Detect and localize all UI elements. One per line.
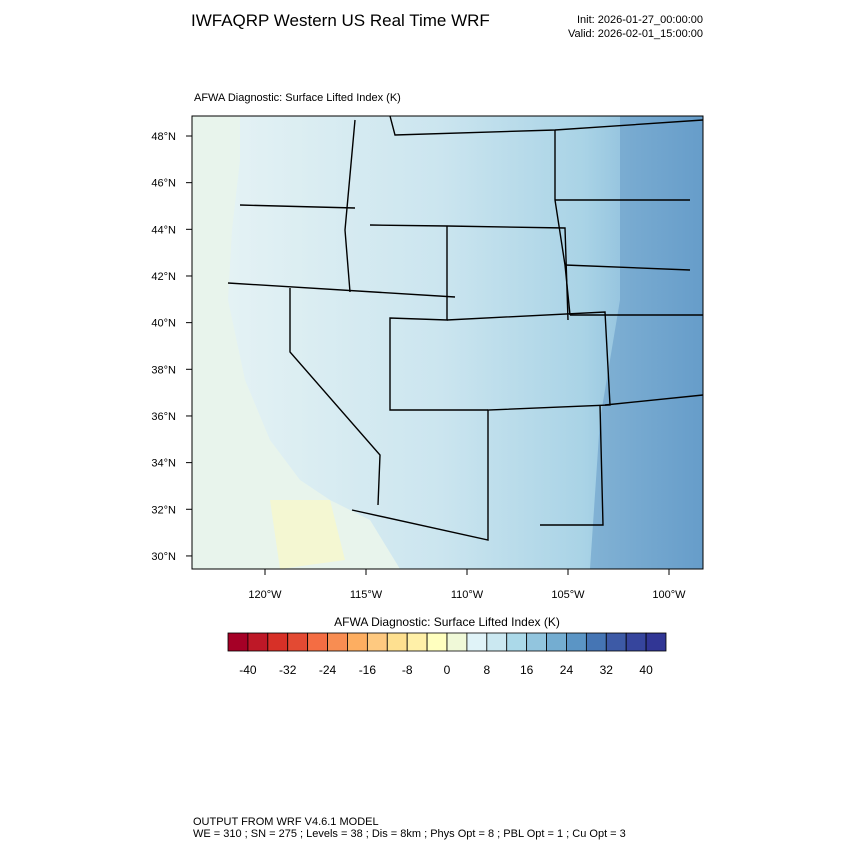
colorbar-box [466,632,488,652]
colorbar-box [406,632,428,652]
colorbar-label: -8 [402,663,413,677]
colorbar-label: 16 [520,663,534,677]
lat-tick-label: 32°N [151,504,176,516]
lon-tick-label: 120°W [248,589,282,601]
lon-tick-label: 110°W [451,589,484,601]
colorbar-label: 8 [483,663,490,677]
lat-tick-label: 30°N [151,551,176,563]
lat-tick-label: 36°N [151,411,176,423]
colorbar-box [546,632,567,652]
colorbar-label: -40 [239,663,257,677]
colorbar-box [426,632,448,652]
colorbar-label: 40 [639,663,653,677]
colorbar-box [386,632,408,652]
colorbar-box [307,632,328,652]
map-title: AFWA Diagnostic: Surface Lifted Index (K… [194,92,401,104]
lat-tick-label: 38°N [151,364,176,376]
title: IWFAQRP Western US Real Time WRF [191,11,490,30]
colorbar-box [506,632,528,652]
colorbar-box [526,632,547,652]
colorbar-box [327,632,348,652]
lon-tick-label: 100°W [652,589,686,601]
map-frame [191,115,704,570]
footer-line: OUTPUT FROM WRF V4.6.1 MODEL [193,816,379,828]
valid-time: Valid: 2026-02-01_15:00:00 [568,28,703,40]
colorbar-box [585,632,607,652]
lat-tick-label: 46°N [151,178,176,190]
colorbar-box [486,632,508,652]
colorbar-box [247,632,269,652]
colorbar-box [227,632,249,652]
colorbar-box [625,632,647,652]
colorbar-box [347,632,368,652]
colorbar-label: 32 [600,663,614,677]
lat-tick-label: 48°N [151,131,176,143]
colorbar-box [267,632,289,652]
lon-tick-label: 115°W [350,589,383,601]
map-field [192,116,703,569]
colorbar-box [566,632,587,652]
colorbar-label: -16 [359,663,377,677]
lat-tick-label: 34°N [151,458,176,470]
colorbar-label: -32 [279,663,297,677]
lon-tick-label: 105°W [551,589,585,601]
state-borders [227,116,703,541]
colorbar-box [287,632,309,652]
colorbar-box [446,632,468,652]
lat-tick-label: 40°N [151,318,176,330]
colorbar-title: AFWA Diagnostic: Surface Lifted Index (K… [334,615,560,629]
colorbar-box [366,632,388,652]
colorbar-label: 0 [444,663,451,677]
colorbar-label: 24 [560,663,574,677]
colorbar-label: -24 [319,663,337,677]
init-time: Init: 2026-01-27_00:00:00 [577,14,703,26]
lat-tick-label: 42°N [151,271,176,283]
footer-line: WE = 310 ; SN = 275 ; Levels = 38 ; Dis … [193,828,626,840]
colorbar-box [645,632,667,652]
colorbar-box [605,632,627,652]
lat-tick-label: 44°N [151,224,176,236]
